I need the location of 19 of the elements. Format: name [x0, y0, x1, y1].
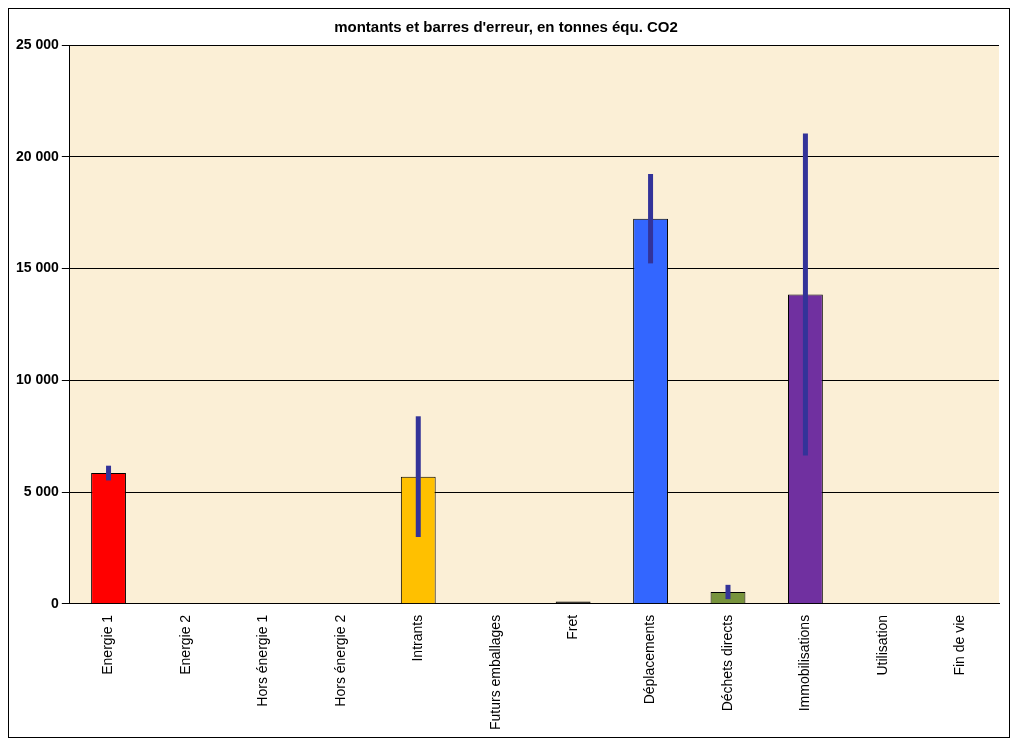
x-tick-label: Fret [563, 614, 580, 640]
x-tick-label: Intrants [409, 614, 426, 662]
y-tick-label: 0 [51, 594, 60, 611]
x-tick-label: Utilisation [873, 614, 890, 676]
x-tick-label: Energie 2 [176, 614, 193, 675]
x-tick-label: Fin de vie [951, 614, 968, 676]
x-tick-label: Immobilisations [796, 614, 813, 712]
x-tick-label: Hors énergie 2 [331, 614, 348, 707]
x-tick-label: Déchets directs [718, 614, 735, 712]
chart-title: montants et barres d'erreur, en tonnes équ. CO2 [334, 18, 678, 36]
x-tick-label: Hors énergie 1 [254, 614, 271, 707]
y-tick-label: 15 000 [15, 259, 60, 276]
x-tick-label: Futurs emballages [486, 614, 503, 731]
y-tick-label: 5 000 [23, 482, 60, 499]
y-tick-label: 25 000 [15, 35, 60, 52]
y-tick-label: 20 000 [15, 147, 60, 164]
x-tick-label: Energie 1 [99, 614, 116, 675]
y-tick-label: 10 000 [15, 371, 60, 388]
x-tick-label: Déplacements [641, 614, 658, 705]
